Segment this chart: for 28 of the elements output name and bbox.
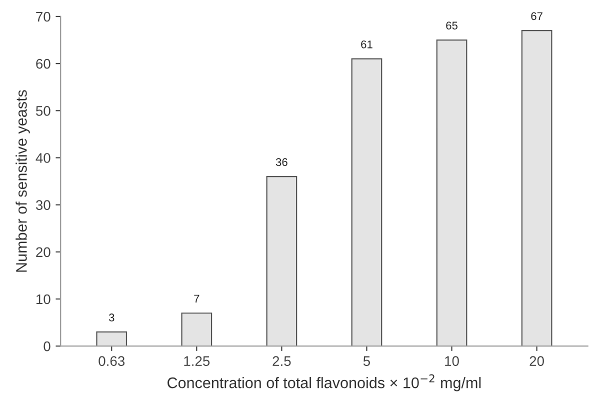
- y-axis-title: Number of sensitive yeasts: [16, 90, 30, 272]
- bar: [96, 331, 128, 346]
- bar: [181, 312, 212, 346]
- x-tick-label: 1.25: [184, 356, 210, 366]
- bar: [521, 30, 552, 346]
- y-tick-label: 40: [36, 153, 50, 163]
- bar: [266, 176, 298, 346]
- x-axis-title: Concentration of total flavonoids × 10$^{−2}$ mg/ml: [168, 374, 481, 392]
- x-tick-label: 20: [530, 356, 544, 366]
- y-tick-label: 0: [44, 341, 50, 352]
- x-tick-label: 0.63: [98, 356, 125, 366]
- data-label: 7: [194, 294, 200, 302]
- y-tick-label: 50: [36, 106, 50, 116]
- data-label: 67: [531, 12, 542, 20]
- data-label: 65: [446, 22, 458, 30]
- data-label: 36: [276, 158, 288, 166]
- y-tick-label: 20: [36, 247, 50, 258]
- y-tick-label: 60: [36, 58, 50, 69]
- x-tick-label: 2.5: [272, 356, 291, 366]
- x-tick-label: 10: [445, 356, 459, 366]
- y-tick-label: 70: [36, 12, 50, 22]
- y-tick-label: 30: [36, 200, 50, 210]
- data-label: 3: [108, 314, 114, 322]
- y-tick-label: 10: [36, 294, 50, 304]
- bar: [436, 39, 468, 346]
- x-tick-label: 5: [363, 356, 370, 366]
- bar: [351, 58, 382, 346]
- data-label: 61: [361, 40, 372, 48]
